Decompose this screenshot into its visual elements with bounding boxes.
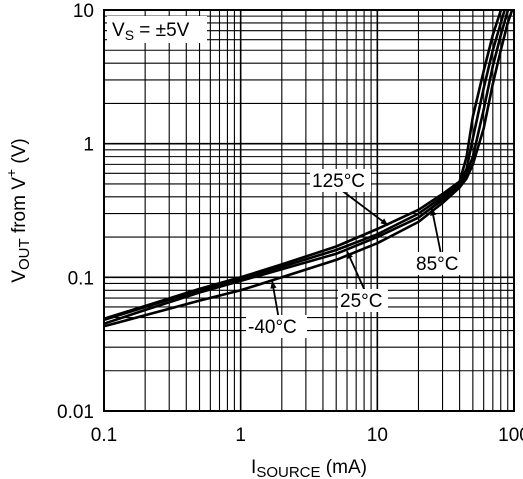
annotation-background	[107, 16, 207, 43]
y-axis-title: VOUT from V+ (V)	[3, 138, 33, 282]
series-line-85c	[104, 10, 506, 322]
label-background	[414, 252, 464, 275]
plot-frame	[103, 9, 515, 412]
x-tick-label: 100	[498, 425, 523, 446]
label-leader	[341, 190, 389, 227]
y-tick-labels: 0.01 0.1 1 10	[57, 1, 94, 423]
series-group	[104, 10, 514, 328]
label-background	[338, 289, 388, 312]
y-tick-label: 0.01	[57, 402, 94, 423]
series-label: 85°C	[416, 254, 458, 275]
x-tick-label: 1	[235, 425, 246, 446]
x-tick-label: 10	[367, 425, 388, 446]
series-label: -40°C	[248, 317, 297, 338]
label-leader	[430, 207, 442, 255]
label-arrowhead	[380, 218, 389, 226]
series-label: 25°C	[340, 291, 382, 312]
x-axis-title: ISOURCE (mA)	[251, 457, 367, 479]
label-background	[246, 315, 307, 338]
series-line-25c	[104, 10, 510, 325]
series-label: 125°C	[312, 171, 365, 192]
label-background	[310, 169, 371, 192]
y-tick-label: 1	[83, 135, 94, 156]
label-arrowhead	[347, 251, 353, 260]
vs-annotation: VS = ±5V	[107, 16, 207, 43]
x-tick-label: 0.1	[91, 425, 117, 446]
series-labels: 125°C 85°C 25°C -40°C	[246, 169, 464, 338]
label-arrowhead	[270, 280, 277, 289]
annotation-text: VS = ±5V	[112, 20, 190, 43]
y-tick-label: 0.1	[68, 268, 94, 289]
grid	[104, 10, 514, 411]
label-arrowhead	[430, 208, 437, 216]
series-line--40c	[104, 10, 514, 328]
x-tick-labels: 0.1 1 10 100	[91, 425, 523, 446]
y-tick-label: 10	[73, 1, 94, 22]
